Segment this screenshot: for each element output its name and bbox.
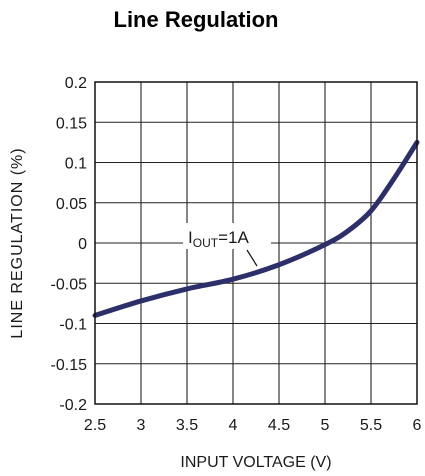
- annotation-main: I: [188, 228, 193, 247]
- annotation-subscript: OUT: [193, 236, 219, 250]
- x-tick-label: 4: [229, 417, 238, 434]
- x-tick-label: 4.5: [268, 417, 290, 434]
- y-tick-label: -0.1: [59, 317, 87, 334]
- y-tick-label: -0.05: [51, 276, 88, 293]
- annotation-suffix: =1A: [218, 228, 249, 247]
- x-tick-label: 3.5: [176, 417, 198, 434]
- y-tick-label: -0.2: [59, 397, 87, 414]
- y-tick-label: -0.15: [51, 357, 88, 374]
- y-tick-labels: 0.2 0.15 0.1 0.05 0 -0.05 -0.1 -0.15 -0.2: [51, 75, 88, 414]
- y-tick-label: 0.15: [56, 115, 87, 132]
- x-axis-label: INPUT VOLTAGE (V): [180, 454, 331, 471]
- curve-annotation: IOUT=1A: [183, 223, 271, 267]
- x-tick-label: 3: [137, 417, 146, 434]
- y-tick-label: 0.2: [65, 75, 87, 92]
- series-line: [92, 139, 420, 318]
- series: [92, 139, 420, 318]
- chart-title: Line Regulation: [114, 7, 279, 32]
- plot-frame: [94, 81, 418, 405]
- annotation-label: IOUT=1A: [188, 228, 249, 250]
- x-tick-label: 5.5: [360, 417, 382, 434]
- y-tick-label: 0.1: [65, 156, 87, 173]
- y-tick-label: 0.05: [56, 196, 87, 213]
- annotation-background: [183, 223, 271, 249]
- annotation-leader-line: [246, 249, 258, 267]
- x-tick-labels: 2.5 3 3.5 4 4.5 5 5.5 6: [84, 417, 422, 434]
- y-axis-label: LINE REGULATION (%): [9, 147, 26, 338]
- x-tick-label: 6: [413, 417, 422, 434]
- y-tick-label: 0: [78, 236, 87, 253]
- x-tick-label: 5: [321, 417, 330, 434]
- x-tick-label: 2.5: [84, 417, 106, 434]
